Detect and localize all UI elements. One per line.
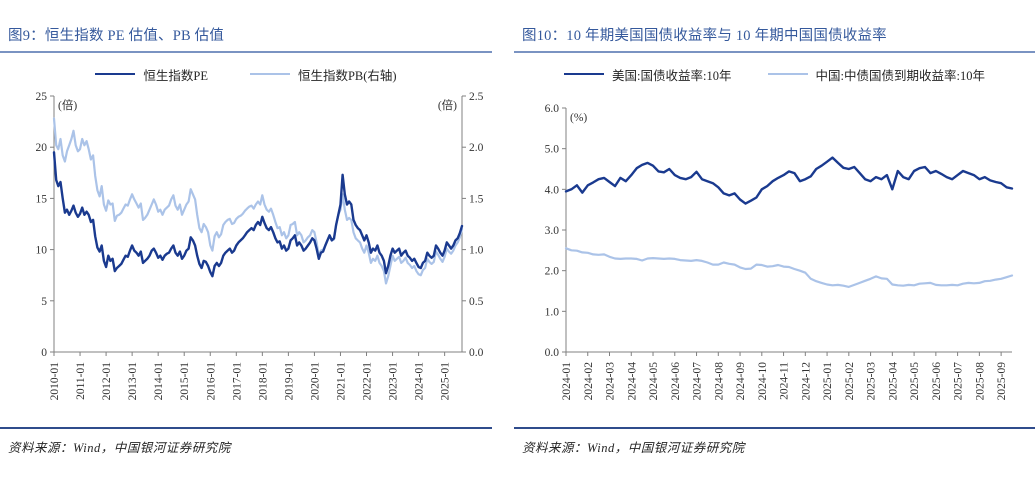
x-axis-tick-label: 2011-01 [75,362,87,400]
y-axis-right-unit-label: (倍) [438,98,457,112]
x-axis-tick-label: 2018-01 [257,362,269,401]
x-axis-tick-label: 2012-01 [101,362,113,401]
x-axis-tick-label: 2024-11 [779,362,791,400]
x-axis-tick-label: 2025-01 [440,362,452,401]
x-axis-tick-label: 2021-01 [335,362,347,401]
figure-panel-10: 图10：10 年期美国国债收益率与 10 年期中国国债收益率 美国:国债收益率:… [514,0,1035,479]
legend-item-us: 美国:国债收益率:10年 [564,65,732,84]
y-axis-tick-label: 4.0 [545,184,560,196]
x-axis-tick-label: 2024-04 [626,362,638,401]
x-axis-tick-label: 2025-07 [953,362,965,401]
x-axis-tick-label: 2023-01 [388,362,400,401]
x-axis-tick-label: 2020-01 [309,362,321,401]
x-axis-tick-label: 2019-01 [283,362,295,401]
x-axis-tick-label: 2025-05 [909,362,921,401]
y-axis-tick-label: 6.0 [545,103,560,115]
y-axis-tick-label: 2.0 [545,266,560,278]
source-separator [0,427,492,429]
x-axis-tick-label: 2025-02 [844,362,856,401]
legend-label-us: 美国:国债收益率:10年 [612,68,732,83]
legend: 美国:国债收益率:10年 中国:中债国债到期收益率:10年 [514,64,1035,84]
series-line [52,151,464,278]
x-axis-tick-label: 2013-01 [127,362,139,401]
x-axis-tick-label: 2024-05 [648,362,660,401]
cn-line-swatch [767,72,808,76]
hang-seng-pe-pb-chart: 25 20 15 10 5 0 2.5 2.0 1.5 1.0 0.5 0.0 2010-01 2011-… [36,91,484,401]
y-axis-tick-label: 10 [36,245,48,257]
x-axis-tick-label: 2024-03 [605,362,617,401]
y-axis-tick-label: 0 [41,347,47,359]
figure-title: 图9：恒生指数 PE 估值、PB 估值 [8,28,225,44]
legend-item-pb: 恒生指数PB(右轴) [249,65,397,84]
x-axis-tick-label: 2017-01 [231,362,243,401]
pb-line-swatch [249,72,290,76]
y-axis-right-tick-label: 0.5 [469,296,484,308]
x-axis-tick-label: 2015-01 [179,362,191,401]
x-axis-tick-label: 2024-12 [800,362,812,401]
legend-item-pe: 恒生指数PE [95,65,208,84]
y-axis-tick-label: 15 [36,193,48,205]
y-axis-tick-label: 1.0 [545,306,560,318]
figure-title: 图10：10 年期美国国债收益率与 10 年期中国国债收益率 [522,28,887,44]
x-axis-tick-label: 2024-01 [561,362,573,401]
y-axis-unit-label: (%) [570,112,587,124]
y-axis-right-tick-label: 2.5 [469,91,484,103]
y-axis-right-tick-label: 1.0 [469,245,484,257]
x-axis-tick-label: 2024-01 [414,362,426,401]
x-axis-tick-label: 2024-07 [692,362,704,401]
y-axis-tick-label: 25 [36,91,48,103]
x-axis-tick-label: 2025-08 [974,362,986,401]
source-note: 资料来源：Wind，中国银河证券研究院 [8,441,231,455]
figure-panel-9: 图9：恒生指数 PE 估值、PB 估值 恒生指数PE 恒生指数PB(右轴) 25… [0,0,492,479]
x-axis-tick-label: 2024-10 [757,362,769,401]
y-axis-tick-label: 3.0 [545,225,560,237]
legend-label-pe: 恒生指数PE [143,68,208,83]
title-rule [0,51,492,53]
x-axis-tick-label: 2016-01 [205,362,217,401]
series-line [564,156,1014,205]
x-axis-tick-label: 2025-04 [887,362,899,401]
legend-label-pb: 恒生指数PB(右轴) [297,68,397,83]
x-axis-tick-label: 2024-08 [713,362,725,401]
y-axis-right-tick-label: 2.0 [469,142,484,154]
series-line [564,247,1014,288]
x-axis-tick-label: 2022-01 [362,362,374,401]
x-axis-tick-label: 2025-06 [931,362,943,401]
y-axis-tick-label: 5.0 [545,144,560,156]
x-axis-tick-label: 2025-01 [822,362,834,401]
source-note: 资料来源：Wind，中国银河证券研究院 [522,441,745,455]
x-axis-tick-label: 2025-09 [996,362,1008,401]
x-axis-tick-label: 2024-06 [670,362,682,401]
x-axis-tick-label: 2024-02 [583,362,595,401]
title-rule [514,51,1035,53]
pe-line-swatch [95,72,136,76]
x-axis-tick-label: 2014-01 [153,362,165,401]
series-line [52,117,464,285]
source-separator [514,427,1035,429]
us-line-swatch [564,72,605,76]
x-axis-tick-label: 2024-09 [735,362,747,401]
legend-item-cn: 中国:中债国债到期收益率:10年 [767,65,985,84]
x-axis-tick-label: 2025-03 [866,362,878,401]
legend-label-cn: 中国:中债国债到期收益率:10年 [815,68,985,83]
legend: 恒生指数PE 恒生指数PB(右轴) [0,64,492,84]
y-axis-tick-label: 20 [36,142,48,154]
y-axis-tick-label: 0.0 [545,347,560,359]
y-axis-right-tick-label: 1.5 [469,193,484,205]
y-axis-tick-label: 5 [41,296,47,308]
x-axis-tick-label: 2010-01 [49,362,61,401]
y-axis-right-tick-label: 0.0 [469,347,484,359]
y-axis-unit-label: (倍) [58,98,77,112]
